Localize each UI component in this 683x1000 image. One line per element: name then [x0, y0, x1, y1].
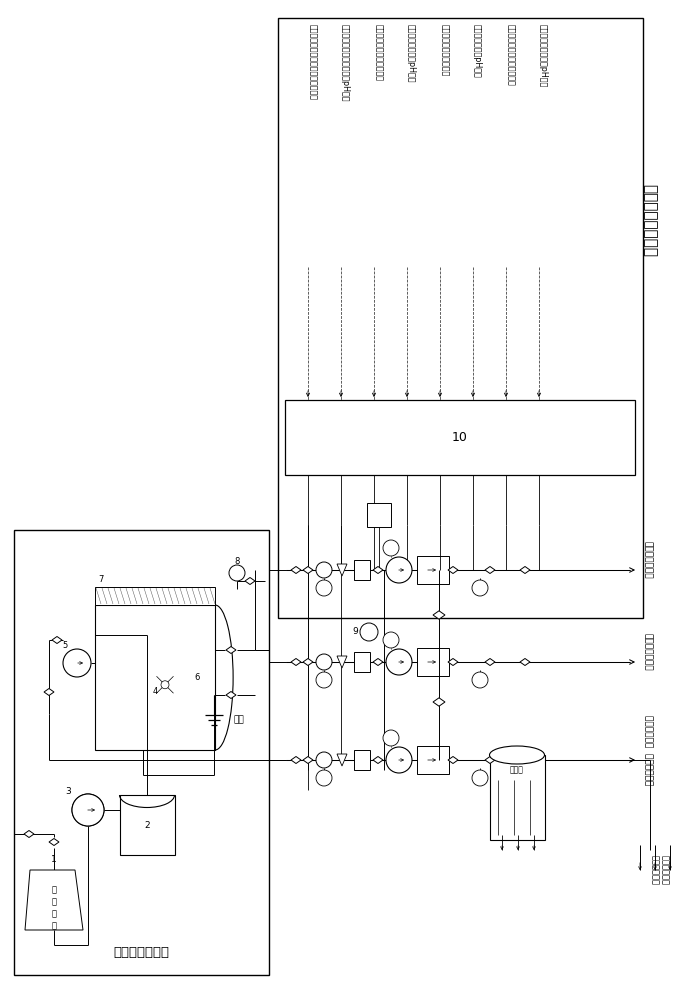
Polygon shape: [49, 838, 59, 846]
Text: 1: 1: [51, 856, 57, 864]
Circle shape: [229, 565, 245, 581]
Circle shape: [316, 654, 332, 670]
Text: 进: 进: [51, 886, 57, 894]
Polygon shape: [303, 566, 313, 574]
Polygon shape: [485, 756, 495, 764]
Polygon shape: [245, 578, 255, 584]
Circle shape: [386, 557, 412, 583]
Polygon shape: [226, 692, 236, 698]
Circle shape: [472, 672, 488, 688]
Text: 闭冷水启动加药: 闭冷水启动加药: [643, 633, 652, 671]
Polygon shape: [448, 566, 458, 574]
Circle shape: [383, 540, 399, 556]
Polygon shape: [44, 688, 54, 696]
Circle shape: [383, 632, 399, 648]
Bar: [490, 755, 545, 840]
Bar: [14, 530, 269, 975]
Bar: [95, 605, 215, 750]
Bar: [354, 750, 370, 770]
Circle shape: [472, 580, 488, 596]
Text: 3: 3: [65, 788, 71, 796]
Text: 5: 5: [62, 641, 68, 650]
Text: 8: 8: [234, 558, 240, 566]
Bar: [354, 560, 370, 580]
Polygon shape: [373, 566, 383, 574]
Text: 混床出水母管: 混床出水母管: [660, 855, 669, 885]
Bar: [417, 746, 449, 774]
Circle shape: [472, 770, 488, 786]
Bar: [285, 400, 635, 475]
Text: 闭冷水启动加药pH信号: 闭冷水启动加药pH信号: [473, 24, 482, 78]
Text: 6: 6: [194, 673, 199, 682]
Circle shape: [316, 752, 332, 768]
Polygon shape: [291, 658, 301, 666]
Text: 凝结水精处理混床出水母管流量信号: 凝结水精处理混床出水母管流量信号: [308, 24, 317, 100]
Text: 除氧器: 除氧器: [510, 766, 524, 774]
Polygon shape: [24, 830, 34, 838]
Circle shape: [316, 672, 332, 688]
Circle shape: [360, 623, 378, 641]
Polygon shape: [226, 647, 236, 654]
Polygon shape: [433, 698, 445, 706]
Bar: [417, 648, 449, 676]
Text: 2: 2: [144, 820, 150, 830]
Polygon shape: [25, 870, 83, 930]
Text: 水: 水: [51, 922, 57, 930]
Polygon shape: [337, 656, 347, 668]
Polygon shape: [448, 658, 458, 666]
Polygon shape: [291, 566, 301, 574]
Circle shape: [316, 562, 332, 578]
Polygon shape: [52, 637, 62, 644]
Polygon shape: [448, 756, 458, 764]
Text: 盐: 盐: [51, 898, 57, 906]
Text: 除氧器下降管给水流量信号: 除氧器下降管给水流量信号: [374, 24, 383, 81]
Polygon shape: [373, 658, 383, 666]
Text: 9: 9: [352, 628, 358, 637]
Circle shape: [316, 770, 332, 786]
Circle shape: [386, 649, 412, 675]
Polygon shape: [520, 756, 530, 764]
Polygon shape: [433, 611, 445, 619]
Text: 10: 10: [452, 431, 468, 444]
Circle shape: [161, 681, 169, 689]
Bar: [278, 18, 643, 618]
Circle shape: [72, 794, 104, 826]
Circle shape: [63, 649, 91, 677]
Text: 溶: 溶: [51, 910, 57, 918]
Polygon shape: [337, 754, 347, 766]
Bar: [120, 795, 175, 855]
Polygon shape: [485, 658, 495, 666]
Circle shape: [72, 794, 104, 826]
Polygon shape: [520, 566, 530, 574]
Polygon shape: [520, 658, 530, 666]
Polygon shape: [303, 756, 313, 764]
Text: 低加疏水蒸汽侧疏水pH信号: 低加疏水蒸汽侧疏水pH信号: [539, 24, 548, 87]
Text: 7: 7: [98, 574, 104, 584]
Polygon shape: [337, 564, 347, 576]
Polygon shape: [291, 756, 301, 764]
Polygon shape: [303, 658, 313, 666]
Text: 凝结水精处理混床出水母管pH信号: 凝结水精处理混床出水母管pH信号: [341, 24, 350, 102]
Bar: [95, 587, 215, 605]
Ellipse shape: [490, 746, 544, 764]
Text: 地漏: 地漏: [234, 716, 245, 724]
Bar: [367, 503, 391, 527]
Text: 除氧器下降管给水pH信号: 除氧器下降管给水pH信号: [407, 24, 416, 83]
Circle shape: [316, 580, 332, 596]
Bar: [417, 556, 449, 584]
Circle shape: [383, 730, 399, 746]
Text: 低加疏水蒸汽侧: 低加疏水蒸汽侧: [643, 541, 652, 579]
Text: 加药自动控制系统: 加药自动控制系统: [643, 184, 658, 256]
Polygon shape: [373, 756, 383, 764]
Text: 氨溶液制取系统: 氨溶液制取系统: [113, 946, 169, 960]
Text: 低加疏水蒸汽侧疏水流量信号: 低加疏水蒸汽侧疏水流量信号: [506, 24, 515, 86]
Circle shape: [386, 747, 412, 773]
Polygon shape: [485, 566, 495, 574]
Text: 凝结水精处理: 凝结水精处理: [650, 855, 660, 885]
Text: 4: 4: [152, 688, 158, 696]
Text: 凝结水精处理  混床出水母管: 凝结水精处理 混床出水母管: [643, 715, 652, 785]
Bar: [354, 652, 370, 672]
Text: 闭冷水启动加药流量信号: 闭冷水启动加药流量信号: [440, 24, 449, 76]
